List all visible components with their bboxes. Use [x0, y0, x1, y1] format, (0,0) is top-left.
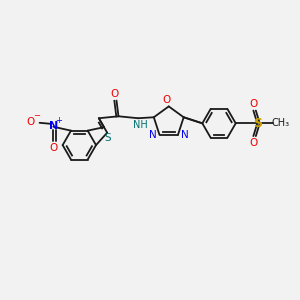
- Text: NH: NH: [133, 120, 147, 130]
- Text: S: S: [253, 117, 262, 130]
- Text: −: −: [33, 111, 40, 120]
- Text: O: O: [27, 117, 35, 127]
- Text: N: N: [149, 130, 157, 140]
- Text: O: O: [249, 99, 257, 109]
- Text: O: O: [249, 138, 257, 148]
- Text: CH₃: CH₃: [272, 118, 290, 128]
- Text: O: O: [163, 94, 171, 104]
- Text: O: O: [49, 143, 57, 153]
- Text: S: S: [105, 133, 112, 142]
- Text: N: N: [181, 130, 189, 140]
- Text: O: O: [110, 89, 119, 99]
- Text: N: N: [49, 121, 58, 131]
- Text: +: +: [55, 116, 62, 125]
